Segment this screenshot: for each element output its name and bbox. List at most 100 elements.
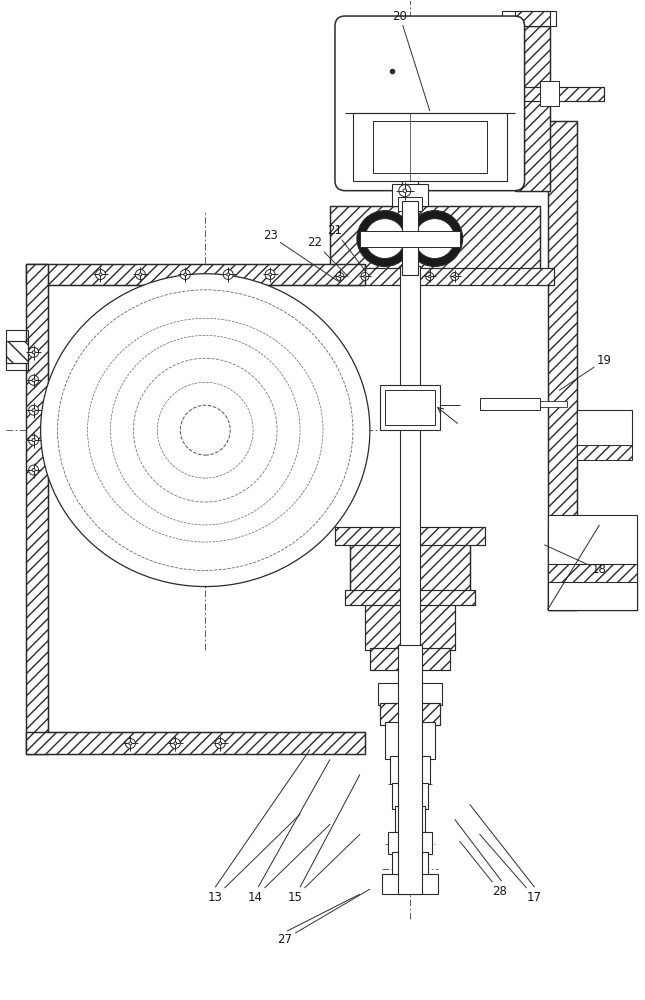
- Circle shape: [339, 275, 341, 278]
- Bar: [365, 595, 455, 650]
- Bar: [26, 264, 48, 754]
- Bar: [330, 206, 539, 270]
- Bar: [26, 732, 365, 754]
- Circle shape: [32, 409, 35, 412]
- Bar: [385, 390, 435, 425]
- Circle shape: [139, 273, 142, 276]
- Text: 13: 13: [208, 814, 300, 904]
- Bar: [395, 806, 425, 834]
- Circle shape: [129, 742, 132, 745]
- Text: 20: 20: [392, 10, 430, 111]
- Circle shape: [407, 211, 462, 267]
- Bar: [577, 410, 632, 450]
- Bar: [335, 527, 484, 545]
- Bar: [548, 582, 637, 610]
- Circle shape: [157, 382, 253, 478]
- Circle shape: [174, 742, 177, 745]
- Text: 15: 15: [288, 834, 360, 904]
- Bar: [378, 683, 442, 705]
- Circle shape: [336, 272, 344, 280]
- Circle shape: [223, 269, 233, 279]
- Bar: [548, 121, 577, 610]
- Bar: [392, 852, 428, 877]
- Text: 23: 23: [263, 229, 340, 282]
- Circle shape: [110, 335, 300, 525]
- Bar: [353, 113, 506, 181]
- Text: 17: 17: [480, 834, 542, 904]
- Circle shape: [135, 269, 145, 279]
- Circle shape: [28, 465, 39, 475]
- Circle shape: [170, 738, 181, 748]
- Circle shape: [426, 272, 433, 280]
- Bar: [315, 268, 555, 285]
- Bar: [398, 645, 422, 894]
- Bar: [548, 582, 637, 610]
- Bar: [577, 445, 632, 460]
- Circle shape: [181, 405, 230, 455]
- Circle shape: [28, 435, 39, 445]
- Bar: [380, 385, 440, 430]
- Circle shape: [28, 405, 39, 415]
- Circle shape: [399, 185, 411, 197]
- Circle shape: [32, 351, 35, 354]
- Bar: [548, 525, 637, 610]
- Text: 27: 27: [277, 889, 370, 946]
- Bar: [345, 590, 475, 605]
- Bar: [26, 732, 365, 754]
- Bar: [360, 231, 460, 247]
- Bar: [26, 264, 48, 754]
- Bar: [370, 648, 450, 670]
- FancyBboxPatch shape: [335, 16, 524, 191]
- Bar: [380, 703, 440, 725]
- Bar: [400, 266, 420, 799]
- Bar: [382, 874, 438, 894]
- Bar: [6, 330, 28, 370]
- Circle shape: [134, 358, 277, 502]
- Circle shape: [219, 742, 222, 745]
- Circle shape: [215, 738, 225, 748]
- Bar: [502, 11, 557, 26]
- Circle shape: [99, 273, 102, 276]
- Bar: [388, 832, 432, 854]
- Bar: [515, 87, 604, 101]
- Circle shape: [428, 275, 431, 278]
- Bar: [26, 264, 365, 285]
- Circle shape: [32, 439, 35, 442]
- Circle shape: [365, 219, 405, 259]
- Circle shape: [415, 219, 455, 259]
- Bar: [350, 540, 470, 600]
- Circle shape: [95, 269, 106, 279]
- Bar: [6, 341, 28, 363]
- Bar: [402, 201, 418, 275]
- Ellipse shape: [57, 290, 353, 570]
- Circle shape: [28, 347, 39, 357]
- Bar: [335, 527, 484, 545]
- Bar: [330, 206, 539, 270]
- Bar: [345, 590, 475, 605]
- Bar: [390, 756, 430, 784]
- Circle shape: [451, 272, 459, 280]
- Bar: [539, 401, 568, 407]
- Bar: [515, 87, 604, 101]
- Bar: [548, 515, 637, 610]
- Bar: [515, 26, 550, 191]
- Circle shape: [32, 469, 35, 472]
- Text: 28: 28: [460, 841, 507, 898]
- Circle shape: [357, 211, 413, 267]
- Bar: [392, 783, 428, 809]
- Circle shape: [184, 273, 187, 276]
- Circle shape: [265, 269, 275, 279]
- Text: 14: 14: [248, 824, 330, 904]
- Bar: [392, 184, 428, 206]
- Bar: [373, 121, 486, 173]
- Bar: [385, 722, 435, 759]
- Bar: [365, 595, 455, 650]
- Bar: [480, 398, 539, 410]
- Bar: [315, 268, 555, 285]
- Circle shape: [32, 379, 35, 382]
- Circle shape: [364, 275, 366, 278]
- Text: 22: 22: [308, 236, 348, 276]
- Text: 19: 19: [559, 354, 612, 390]
- Circle shape: [181, 269, 190, 279]
- Circle shape: [28, 375, 39, 385]
